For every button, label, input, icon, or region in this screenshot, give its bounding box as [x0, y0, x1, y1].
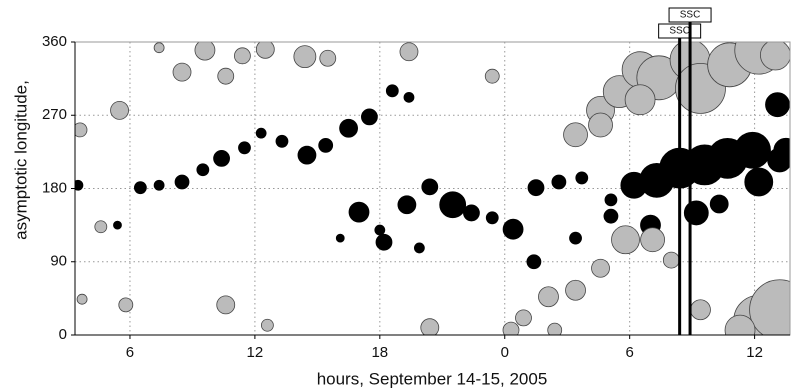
x-tick-label: 18 — [371, 344, 388, 361]
bubble — [399, 42, 419, 62]
bubble — [172, 62, 192, 82]
bubble — [297, 145, 317, 165]
bubble — [403, 91, 415, 103]
bubble — [413, 242, 425, 254]
bubble — [603, 208, 619, 224]
bubble — [374, 224, 386, 236]
bubble — [348, 201, 370, 223]
bubble — [255, 127, 267, 139]
bubble — [397, 195, 417, 215]
bubble — [624, 84, 656, 116]
event-label: SSC — [669, 26, 690, 37]
y-tick-label: 180 — [42, 179, 67, 196]
event-box — [668, 7, 712, 23]
bubble — [153, 42, 165, 54]
bubble — [318, 137, 334, 153]
x-tick-label: 0 — [501, 344, 509, 361]
bubble — [611, 225, 640, 255]
bubble — [575, 171, 589, 185]
bubble — [275, 134, 289, 148]
bubble — [153, 179, 165, 191]
y-tick-label: 90 — [50, 253, 67, 270]
event-label: SSC — [680, 10, 701, 21]
bubble — [234, 47, 251, 65]
bubble — [260, 318, 274, 332]
y-axis-label: asymptotic longitude, — [11, 80, 30, 240]
bubble — [515, 309, 532, 327]
bubble — [591, 258, 610, 278]
x-tick-label: 6 — [126, 344, 134, 361]
bubble — [75, 122, 88, 138]
bubble — [547, 322, 563, 335]
bubble — [724, 314, 756, 335]
bubble — [118, 297, 134, 313]
bubble — [439, 191, 467, 219]
bubble — [484, 68, 500, 84]
y-tick-label: 270 — [42, 106, 67, 123]
bubble — [551, 174, 567, 190]
x-tick-label: 12 — [746, 344, 763, 361]
bubble — [75, 179, 84, 191]
bubble — [319, 49, 337, 67]
bubble — [335, 233, 345, 243]
bubble — [421, 178, 439, 196]
bubble — [502, 321, 520, 335]
bubble — [238, 141, 251, 155]
bubble — [526, 254, 542, 270]
bubble — [563, 122, 588, 148]
bubble — [375, 233, 393, 251]
bubble — [569, 231, 582, 245]
bubble — [76, 293, 88, 305]
bubble — [749, 279, 790, 335]
bubble — [565, 279, 586, 301]
bubble — [420, 318, 440, 335]
bubble — [217, 67, 235, 85]
bubble — [194, 42, 216, 61]
bubble — [683, 200, 709, 226]
bubble — [640, 227, 665, 253]
bubble — [110, 100, 129, 120]
grid — [75, 41, 790, 336]
bubble — [734, 131, 771, 169]
x-axis-label: hours, September 14-15, 2005 — [317, 369, 548, 388]
bubble — [385, 84, 399, 98]
bubble — [463, 204, 480, 222]
bubble — [485, 211, 499, 225]
bubble — [255, 42, 275, 59]
y-tick-label: 0 — [59, 326, 67, 343]
bubble — [765, 92, 790, 118]
bubble — [174, 174, 190, 190]
bubble — [588, 112, 613, 138]
x-tick-label: 12 — [247, 344, 264, 361]
events: SSC SSC — [658, 7, 712, 335]
bubble — [133, 181, 147, 195]
bubble — [690, 299, 711, 321]
bubble — [361, 108, 378, 126]
bubble — [538, 286, 559, 308]
bubble — [767, 147, 790, 173]
bubble — [662, 251, 680, 269]
y-tick-label: 360 — [42, 33, 67, 50]
bubble — [94, 220, 108, 234]
bubble — [339, 118, 358, 138]
bubble — [293, 45, 317, 69]
bubble — [196, 163, 210, 177]
bubble — [604, 193, 618, 207]
x-tick-label: 6 — [626, 344, 634, 361]
bubble — [216, 295, 236, 315]
bubble — [744, 167, 774, 197]
bubble — [113, 220, 122, 230]
bubble — [760, 42, 790, 71]
bubble — [213, 149, 230, 167]
bubble — [527, 179, 545, 197]
bubble — [502, 218, 524, 240]
bubble — [709, 194, 729, 214]
